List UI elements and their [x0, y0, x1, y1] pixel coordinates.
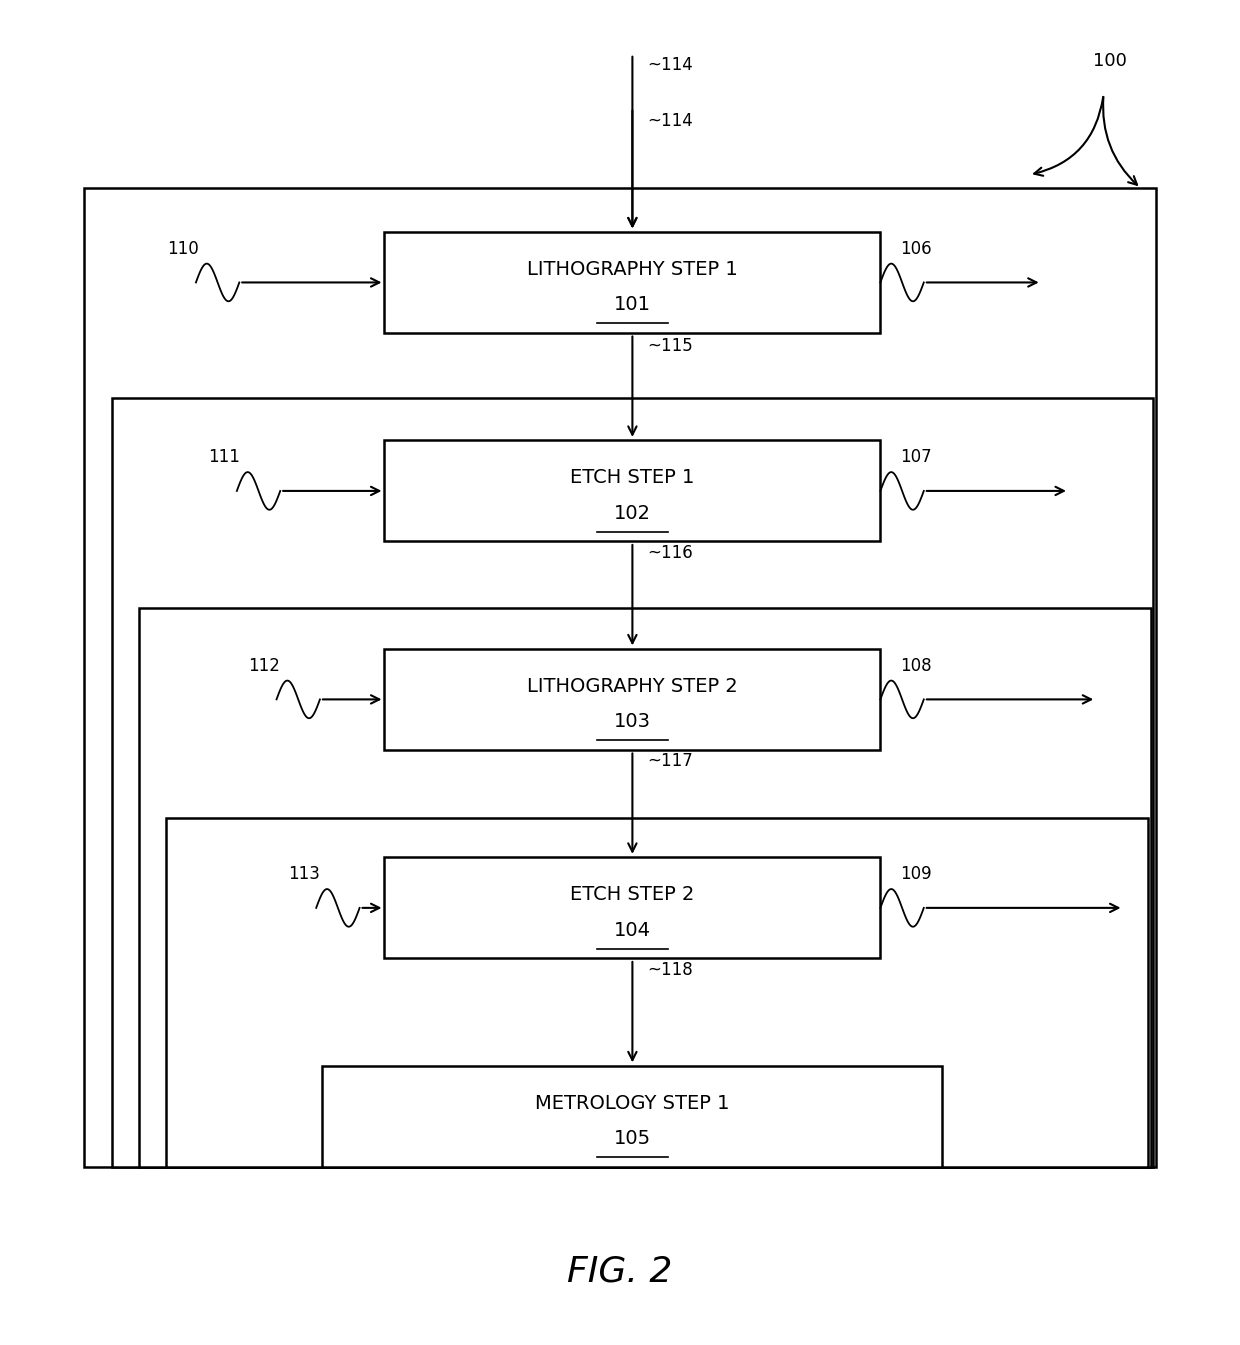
- Text: FIG. 2: FIG. 2: [568, 1254, 672, 1289]
- Bar: [84, 188, 1156, 1167]
- Text: 113: 113: [288, 865, 320, 884]
- Text: 103: 103: [614, 712, 651, 732]
- Text: 100: 100: [1092, 51, 1127, 70]
- Text: 109: 109: [900, 865, 932, 884]
- Bar: [384, 233, 880, 332]
- Text: 102: 102: [614, 503, 651, 523]
- Bar: [384, 441, 880, 541]
- Bar: [112, 398, 1153, 1167]
- Bar: [384, 650, 880, 751]
- Text: ETCH STEP 1: ETCH STEP 1: [570, 468, 694, 487]
- Text: ~114: ~114: [647, 112, 693, 130]
- Text: LITHOGRAPHY STEP 2: LITHOGRAPHY STEP 2: [527, 677, 738, 695]
- Text: 107: 107: [900, 448, 932, 467]
- Text: 110: 110: [167, 239, 200, 258]
- Text: 101: 101: [614, 295, 651, 315]
- Text: 111: 111: [208, 448, 241, 467]
- Bar: [384, 858, 880, 958]
- Text: 108: 108: [900, 656, 932, 675]
- Text: 104: 104: [614, 920, 651, 940]
- Text: ~116: ~116: [647, 543, 693, 562]
- Text: 105: 105: [614, 1128, 651, 1149]
- Text: 112: 112: [248, 656, 280, 675]
- Bar: [139, 608, 1151, 1167]
- Text: ~115: ~115: [647, 336, 693, 355]
- Bar: [322, 1065, 942, 1166]
- Text: LITHOGRAPHY STEP 1: LITHOGRAPHY STEP 1: [527, 260, 738, 278]
- Text: ~114: ~114: [647, 55, 693, 74]
- Text: 106: 106: [900, 239, 932, 258]
- Text: ~117: ~117: [647, 752, 693, 771]
- Text: METROLOGY STEP 1: METROLOGY STEP 1: [536, 1093, 729, 1112]
- Bar: [166, 818, 1148, 1167]
- Text: ETCH STEP 2: ETCH STEP 2: [570, 885, 694, 904]
- Text: ~118: ~118: [647, 960, 693, 979]
